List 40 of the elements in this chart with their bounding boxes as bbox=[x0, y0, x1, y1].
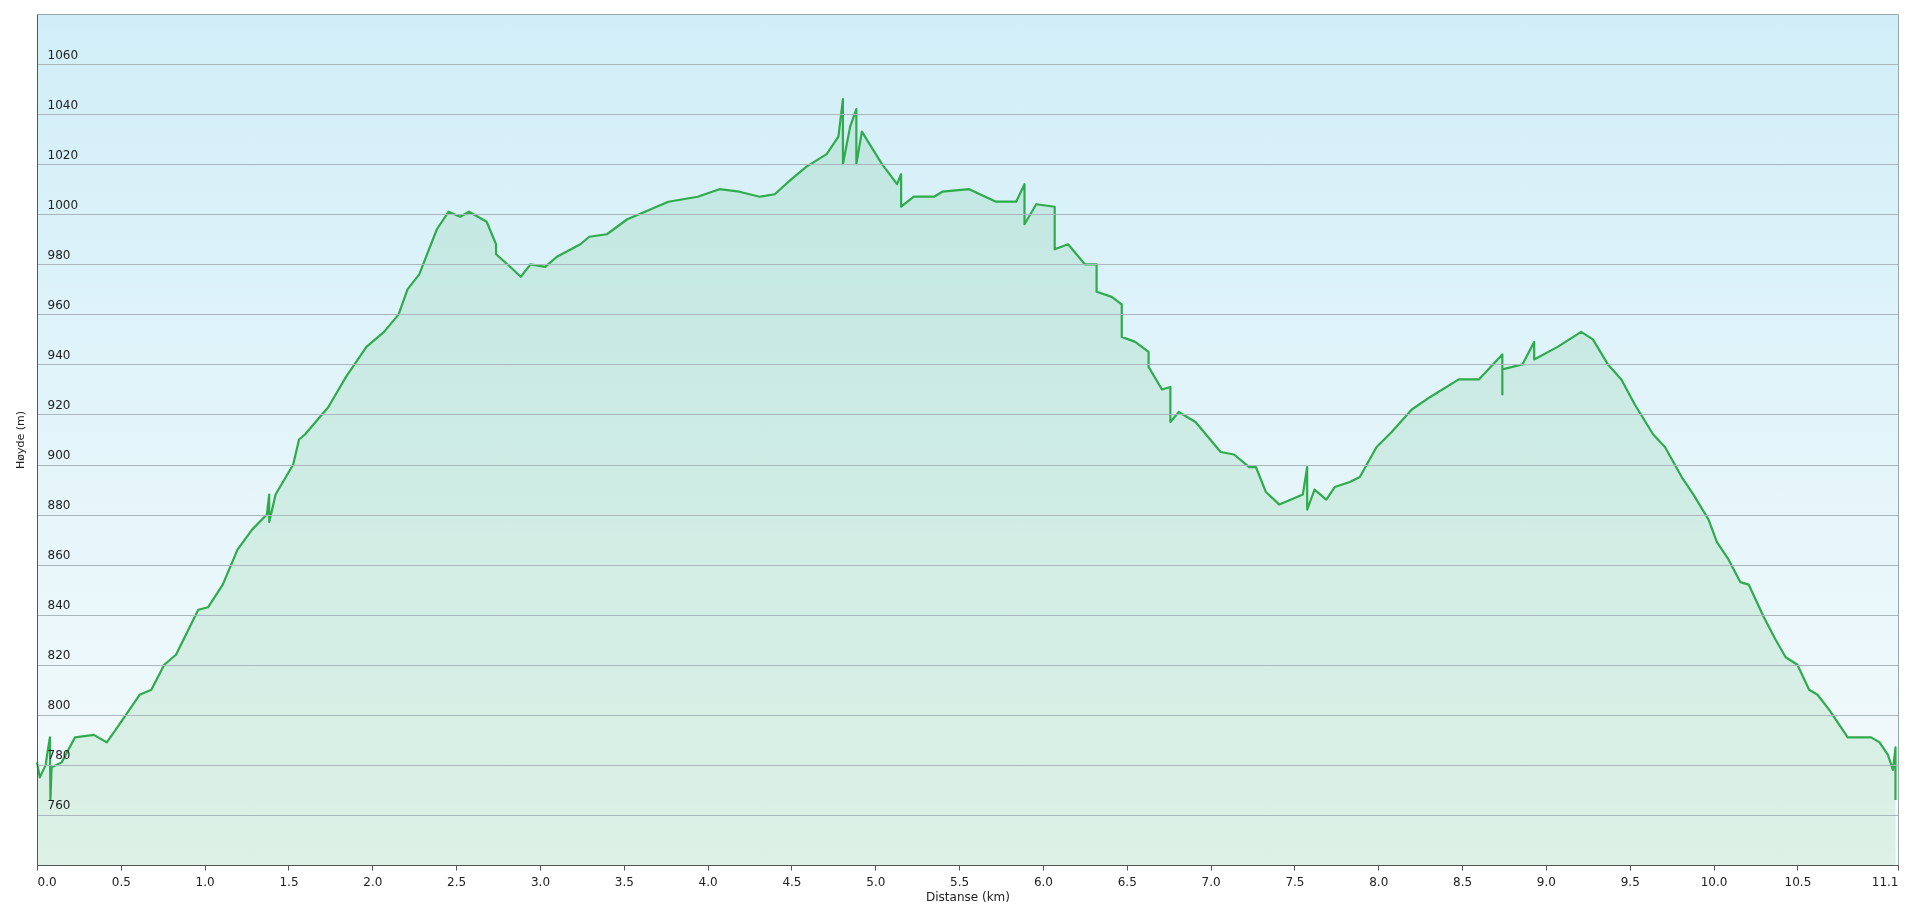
x-tick-label: 7.5 bbox=[1285, 874, 1305, 889]
y-tick-label: 860 bbox=[47, 548, 71, 563]
x-tick-label: 3.0 bbox=[530, 874, 551, 889]
y-tick-label: 1000 bbox=[47, 197, 79, 212]
y-tick-label: 900 bbox=[47, 448, 71, 463]
x-tick-label: 2.5 bbox=[447, 874, 467, 889]
x-tick-label: 2.0 bbox=[363, 874, 383, 889]
x-tick-label: 10.0 bbox=[1700, 874, 1728, 889]
x-tick-label: 1.0 bbox=[195, 874, 215, 889]
y-tick-label: 980 bbox=[47, 247, 71, 262]
y-tick-label: 1040 bbox=[47, 97, 79, 112]
x-tick-label: 6.5 bbox=[1117, 874, 1137, 889]
x-tick-label: 9.5 bbox=[1620, 874, 1640, 889]
x-tick-label: 8.5 bbox=[1453, 874, 1473, 889]
x-tick-label: 9.0 bbox=[1536, 874, 1556, 889]
x-tick-label: 3.5 bbox=[614, 874, 634, 889]
x-tick-label: 0.5 bbox=[111, 874, 131, 889]
y-tick-label: 800 bbox=[47, 698, 71, 713]
x-tick-label: 4.0 bbox=[698, 874, 718, 889]
y-axis-title: Høyde (m) bbox=[13, 410, 27, 470]
y-tick-label: 960 bbox=[47, 297, 71, 312]
x-tick-label: 1.5 bbox=[279, 874, 299, 889]
x-tick-label: 5.0 bbox=[866, 874, 886, 889]
x-tick-label: 0.0 bbox=[37, 874, 57, 889]
x-tick-label: 10.5 bbox=[1784, 874, 1812, 889]
x-tick-label: 4.5 bbox=[782, 874, 802, 889]
y-tick-label: 940 bbox=[47, 347, 71, 362]
y-tick-label: 920 bbox=[47, 397, 71, 412]
x-tick-label: 6.0 bbox=[1033, 874, 1053, 889]
x-axis-title: Distanse (km) bbox=[926, 889, 1010, 904]
x-tick-label: 8.0 bbox=[1369, 874, 1389, 889]
y-tick-label: 820 bbox=[47, 648, 71, 663]
y-tick-label: 880 bbox=[47, 498, 71, 513]
y-tick-label: 760 bbox=[47, 798, 71, 813]
x-tick-label: 7.0 bbox=[1201, 874, 1221, 889]
y-tick-label: 1020 bbox=[47, 147, 79, 162]
x-tick-label: 11.1 bbox=[1871, 874, 1899, 889]
y-tick-label: 1060 bbox=[47, 47, 79, 62]
y-tick-label: 840 bbox=[47, 598, 71, 613]
x-tick-label: 5.5 bbox=[950, 874, 970, 889]
